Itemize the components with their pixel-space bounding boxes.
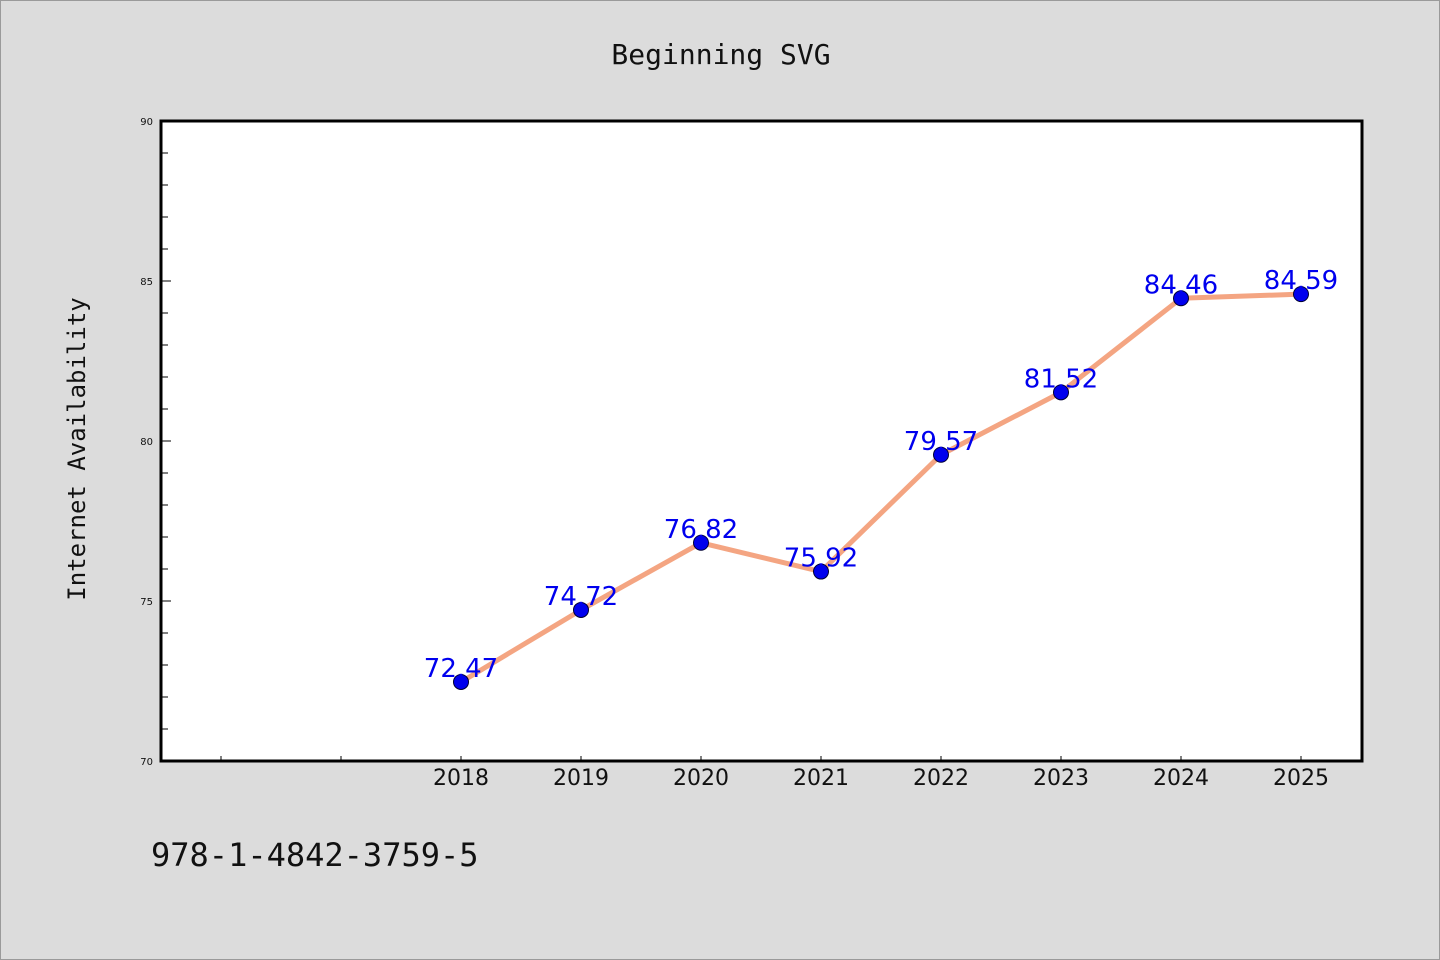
series-line <box>458 291 1304 685</box>
data-point <box>1173 290 1189 307</box>
data-point <box>1293 286 1309 303</box>
data-label: 72.47 <box>424 654 498 684</box>
series-layer: 72.47 74.72 76.82 75.92 79.57 81.52 84.46 84.59 <box>424 266 1338 690</box>
x-tick-label: 2025 <box>1273 766 1329 791</box>
x-tick-label: 2020 <box>673 766 729 791</box>
isbn-label: 978-1-4842-3759-5 <box>151 836 479 874</box>
data-label: 84.59 <box>1264 266 1338 296</box>
y-tick-label: 80 <box>140 437 153 448</box>
x-tick-label: 2022 <box>913 766 969 791</box>
data-label: 75.92 <box>784 544 858 574</box>
data-label: 79.57 <box>904 427 978 457</box>
x-tick-label: 2021 <box>793 766 849 791</box>
data-point <box>453 673 469 690</box>
y-tick-label: 70 <box>140 757 153 768</box>
data-point <box>813 563 829 580</box>
y-tick-label: 85 <box>140 277 153 288</box>
plot-area <box>159 119 1364 763</box>
x-axis: 2018 2019 2020 2021 2022 2023 2024 2025 <box>220 756 1329 791</box>
x-tick-label: 2023 <box>1033 766 1089 791</box>
x-tick-label: 2018 <box>433 766 489 791</box>
x-tick-label: 2019 <box>553 766 609 791</box>
data-label: 84.46 <box>1144 270 1218 300</box>
y-tick-label: 75 <box>140 597 153 608</box>
data-point <box>933 446 949 463</box>
y-axis: 70 75 80 85 90 <box>140 117 171 768</box>
x-tick-label: 2024 <box>1153 766 1209 791</box>
data-point <box>573 601 589 618</box>
data-label: 74.72 <box>544 582 618 612</box>
y-tick-label: 90 <box>140 117 153 128</box>
data-point <box>693 534 709 551</box>
data-label: 81.52 <box>1024 364 1098 394</box>
data-label: 76.82 <box>664 515 738 545</box>
y-axis-label: Internet Availability <box>63 297 91 600</box>
chart-title: Beginning SVG <box>611 38 830 71</box>
data-point <box>1053 384 1069 401</box>
